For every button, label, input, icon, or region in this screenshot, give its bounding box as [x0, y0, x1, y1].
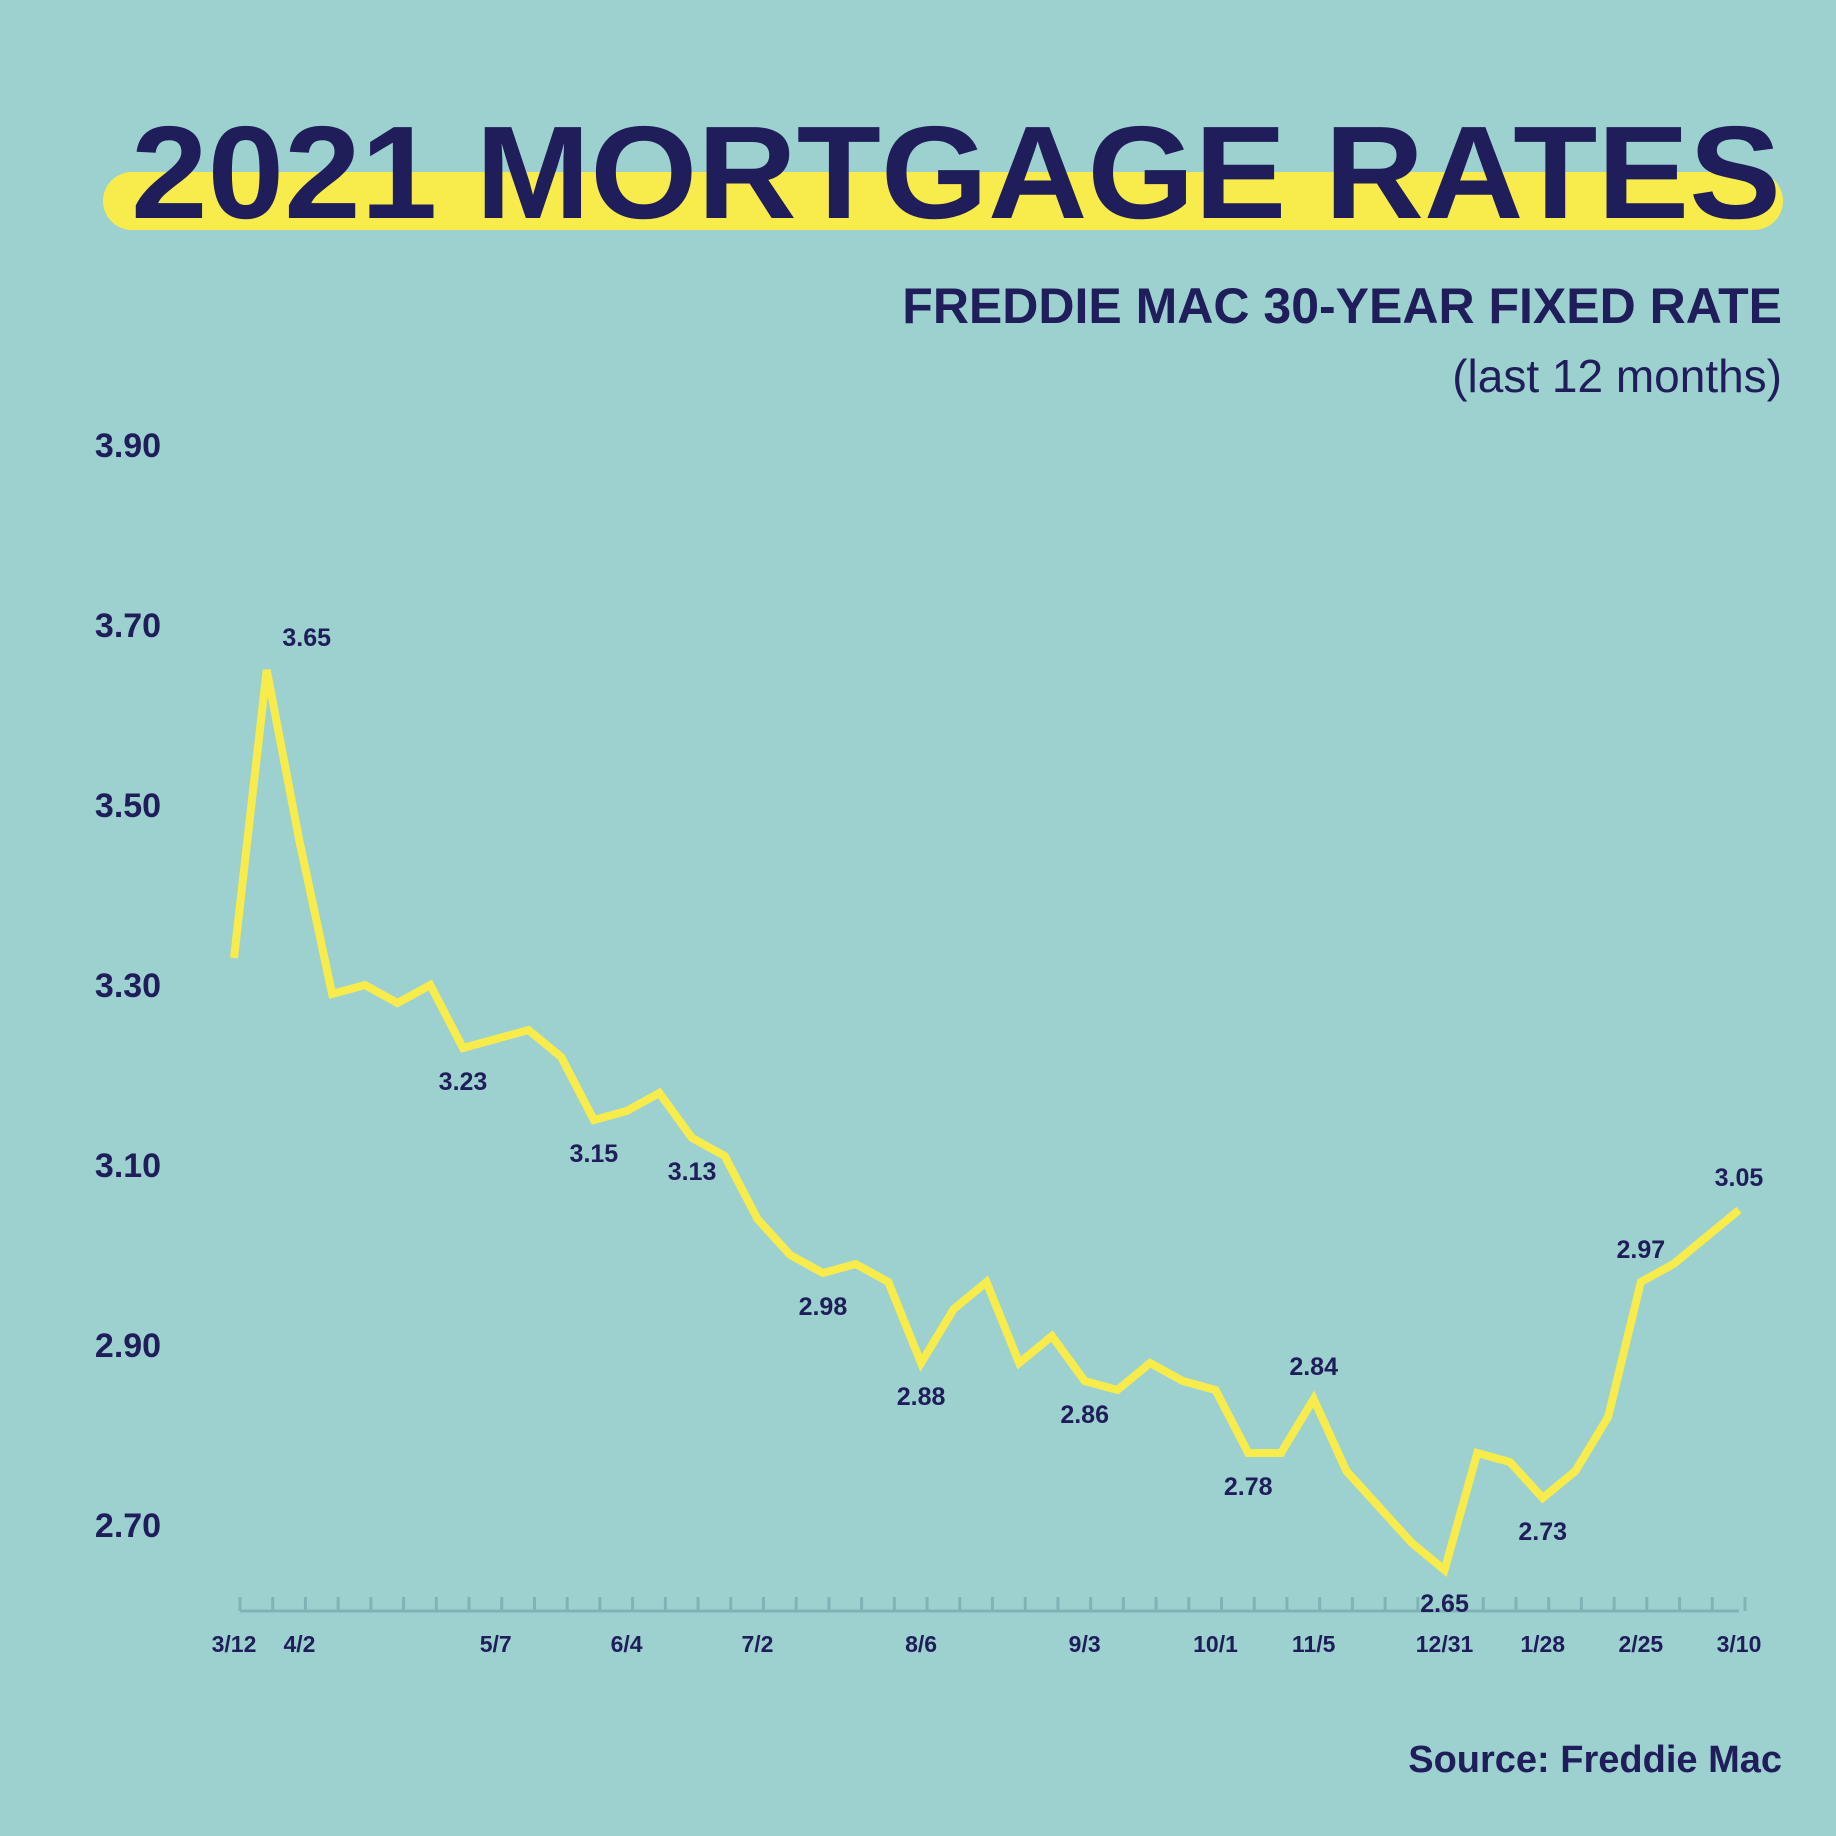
chart-title: 2021 MORTGAGE RATES — [131, 99, 1781, 246]
x-tick-label: 11/5 — [1292, 1631, 1336, 1657]
x-tick-label: 10/1 — [1193, 1631, 1238, 1657]
subtitle: FREDDIE MAC 30-YEAR FIXED RATE — [902, 278, 1782, 334]
y-tick-label: 3.90 — [95, 427, 161, 465]
source: Source: Freddie Mac — [1408, 1739, 1782, 1781]
data-label: 3.65 — [282, 624, 331, 652]
x-tick-label: 9/3 — [1069, 1631, 1101, 1657]
x-tick-label: 3/10 — [1717, 1631, 1762, 1657]
y-tick-label: 3.30 — [95, 967, 161, 1005]
x-tick-label: 8/6 — [905, 1631, 937, 1657]
y-tick-label: 2.90 — [95, 1327, 161, 1365]
x-tick-label: 5/7 — [480, 1631, 512, 1657]
data-label: 2.98 — [799, 1293, 848, 1321]
data-label: 2.86 — [1060, 1401, 1109, 1429]
data-label: 3.23 — [439, 1068, 488, 1096]
y-tick-label: 3.70 — [95, 607, 161, 645]
data-label: 2.78 — [1224, 1473, 1273, 1501]
period-note: (last 12 months) — [1452, 350, 1782, 402]
data-label: 2.97 — [1617, 1236, 1666, 1264]
y-tick-label: 3.50 — [95, 787, 161, 825]
data-label: 3.15 — [570, 1140, 619, 1168]
data-label: 2.65 — [1420, 1590, 1469, 1618]
data-label: 3.05 — [1715, 1164, 1764, 1192]
data-label: 3.13 — [668, 1158, 717, 1186]
data-label: 2.73 — [1518, 1518, 1567, 1546]
y-tick-label: 3.10 — [95, 1147, 161, 1185]
x-tick-label: 1/28 — [1520, 1631, 1565, 1657]
data-label: 2.84 — [1289, 1353, 1338, 1381]
y-tick-label: 2.70 — [95, 1507, 161, 1545]
x-tick-label: 12/31 — [1416, 1631, 1474, 1657]
x-tick-label: 2/25 — [1618, 1631, 1663, 1657]
x-tick-label: 4/2 — [283, 1631, 315, 1657]
line-series — [230, 669, 1742, 1577]
x-tick-label: 3/12 — [212, 1631, 257, 1657]
title-highlight — [103, 172, 1783, 230]
data-label: 2.88 — [897, 1383, 946, 1411]
x-tick-label: 7/2 — [741, 1631, 773, 1657]
x-tick-label: 6/4 — [611, 1631, 643, 1657]
